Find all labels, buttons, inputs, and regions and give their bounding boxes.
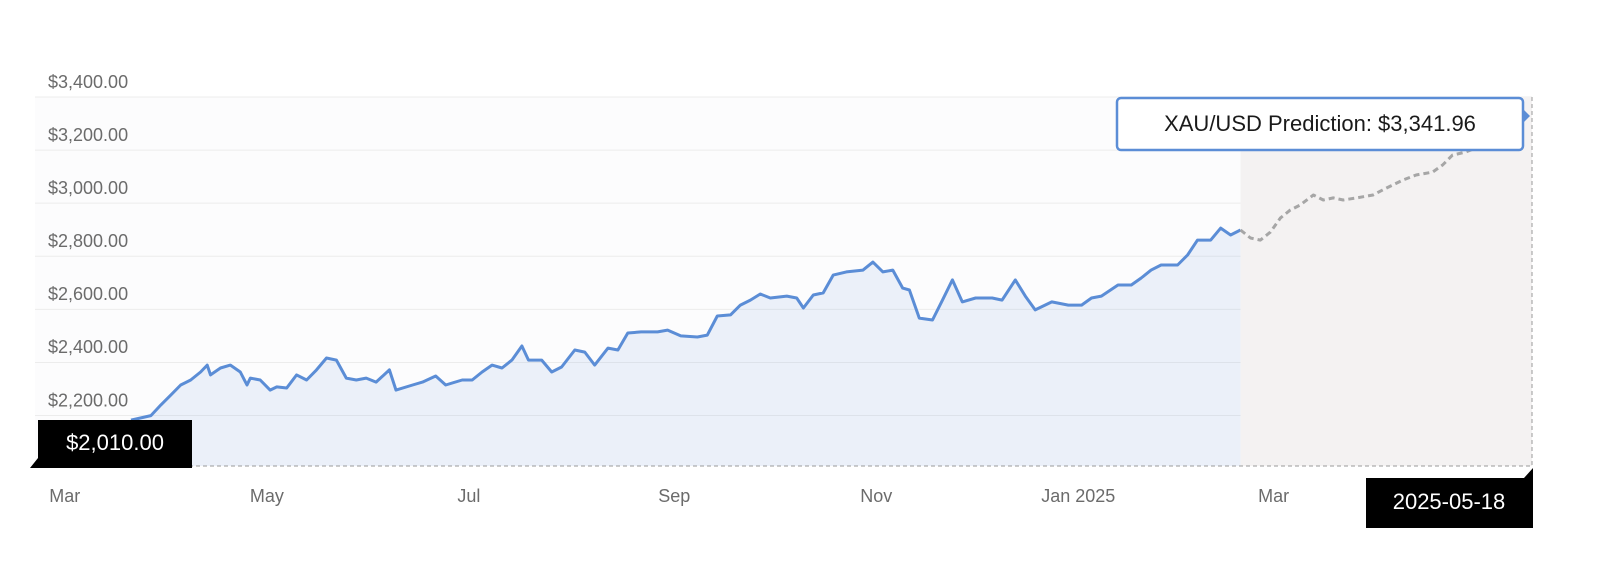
line — [130, 226, 1242, 422]
y-tick-label: $3,000.00 — [48, 178, 128, 198]
x-tick-label: Nov — [860, 486, 892, 506]
labels: $2,200.00 $2,400.00 $2,600.00 $2,800.00 $3,0… — [48, 72, 1289, 506]
x-tick-label: Mar — [49, 486, 80, 506]
x-tick-label: Sep — [658, 486, 690, 506]
tooltip-text: XAU/USD Prediction: $3,341.96 — [1164, 111, 1476, 136]
y-tick-label: $3,400.00 — [48, 72, 128, 92]
y-tick-label: $2,600.00 — [48, 284, 128, 304]
y-tick-label: $3,200.00 — [48, 125, 128, 145]
tooltip: XAU/USD Prediction: $3,341.96 — [1115, 96, 1530, 152]
low-label-box — [30, 420, 192, 468]
low-label-text: $2,010.00 — [66, 430, 164, 455]
area — [131, 228, 1241, 466]
prediction-region — [1240, 97, 1532, 466]
x-tick-label: Jan 2025 — [1041, 486, 1115, 506]
y-tick-label: $2,800.00 — [48, 231, 128, 251]
marks — [35, 97, 1533, 467]
x-tick-label: Jul — [457, 486, 480, 506]
end-date-box — [1366, 468, 1533, 528]
end-date-label: 2025-05-18 — [1366, 468, 1533, 528]
tooltip-box — [1115, 96, 1525, 152]
line — [1239, 146, 1477, 242]
x-tick-label: Mar — [1258, 486, 1289, 506]
y-tick-label: $2,400.00 — [48, 337, 128, 357]
y-tick-label: $2,200.00 — [48, 390, 128, 410]
end-date-text: 2025-05-18 — [1393, 489, 1506, 514]
low-label: $2,010.00 — [30, 420, 192, 468]
x-tick-label: May — [250, 486, 284, 506]
